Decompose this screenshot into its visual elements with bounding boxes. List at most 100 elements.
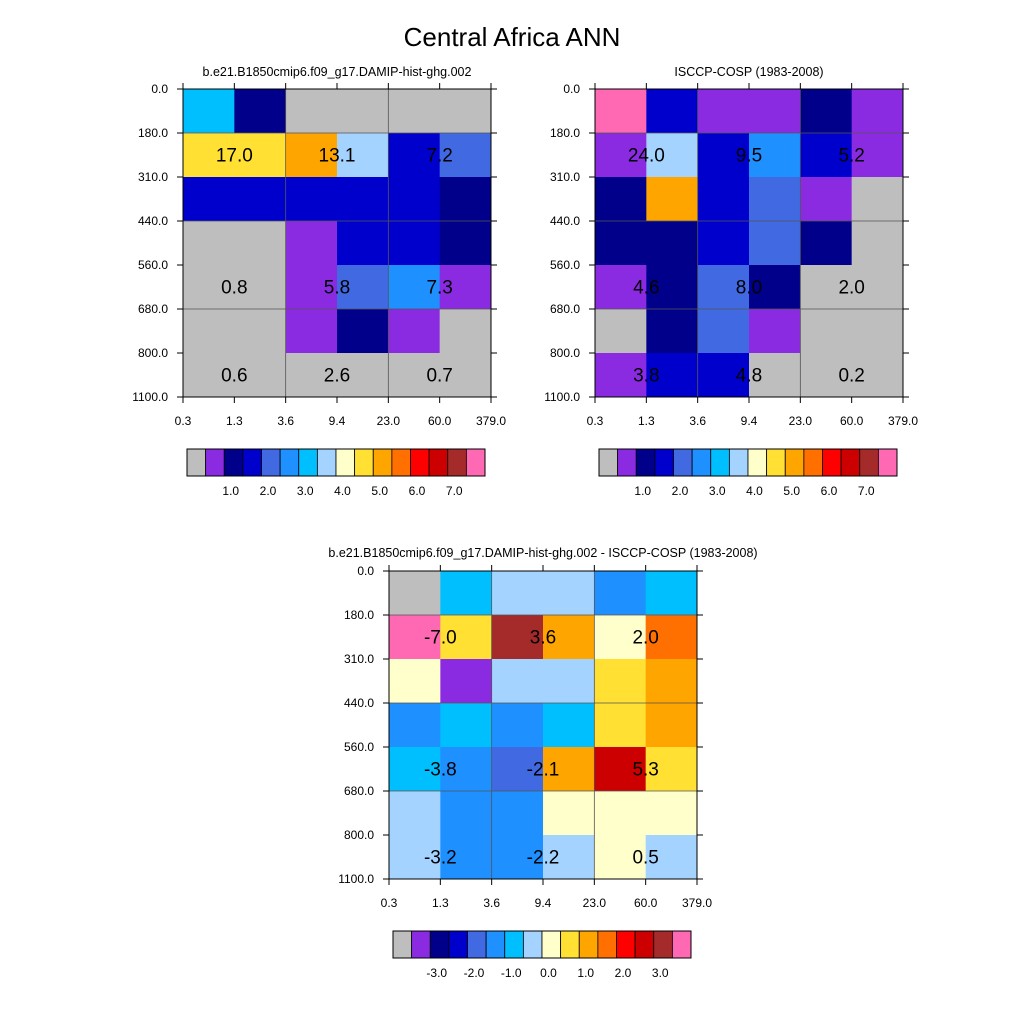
- heatmap-cell: [389, 659, 441, 704]
- colorbar-swatch: [447, 448, 467, 477]
- colorbar-swatch: [840, 448, 861, 477]
- heatmap-cell: [440, 791, 493, 836]
- heatmap-cell: [337, 353, 389, 398]
- heatmap-cell: [389, 835, 441, 880]
- heatmap-cell: [697, 265, 750, 310]
- cell-value-label: 3.8: [633, 366, 659, 387]
- cell-value-label: 2.0: [632, 628, 658, 649]
- colorbar-swatch: [673, 448, 693, 477]
- colorbar-swatch: [467, 930, 487, 959]
- colorbar-label: 1.0: [577, 966, 594, 980]
- y-tick-label: 440.0: [550, 214, 580, 228]
- y-tick-label: 440.0: [138, 214, 168, 228]
- heatmap-cell: [234, 353, 287, 398]
- cell-value-label: -3.2: [424, 848, 457, 869]
- heatmap-panel-3: b.e21.B1850cmip6.f09_g17.DAMIP-hist-ghg.…: [328, 546, 757, 980]
- heatmap-cell: [645, 571, 698, 616]
- heatmap-cell: [337, 221, 389, 266]
- heatmap-cell: [594, 747, 647, 792]
- heatmap-cell: [749, 177, 801, 222]
- heatmap-cell: [439, 265, 492, 310]
- colorbar-label: 7.0: [858, 484, 875, 498]
- colorbar-swatch: [877, 448, 898, 477]
- cell-value-label: -7.0: [424, 628, 457, 649]
- heatmap-cell: [234, 221, 287, 266]
- heatmap-cell: [800, 177, 853, 222]
- y-tick-label: 680.0: [138, 302, 168, 316]
- heatmap-cell: [183, 265, 235, 310]
- colorbar-swatch: [335, 448, 356, 477]
- x-tick-label: 23.0: [583, 896, 607, 910]
- heatmap-cell: [183, 177, 235, 222]
- cell-value-label: 24.0: [628, 146, 665, 167]
- colorbar-frame: [186, 448, 486, 477]
- heatmap-cell: [749, 265, 801, 310]
- heatmap-cell: [749, 221, 801, 266]
- heatmap-cell: [697, 309, 750, 354]
- colorbar-label: -2.0: [464, 966, 485, 980]
- x-tick-label: 3.6: [277, 414, 294, 428]
- heatmap-cell: [389, 615, 441, 660]
- heatmap-cell: [851, 265, 904, 310]
- heatmap-cell: [646, 133, 699, 178]
- cell-value-label: 2.0: [838, 278, 864, 299]
- colorbar-swatch: [372, 448, 393, 477]
- heatmap-cell: [749, 89, 801, 134]
- cell-value-label: 13.1: [319, 146, 356, 167]
- heatmap-cell: [543, 571, 595, 616]
- heatmap-cell: [594, 703, 647, 748]
- heatmap-cell: [697, 221, 750, 266]
- colorbar-swatch: [429, 930, 450, 959]
- heatmap-cell: [697, 353, 750, 398]
- y-tick-label: 180.0: [550, 126, 580, 140]
- heatmap-cell: [594, 659, 647, 704]
- heatmap-cell: [491, 747, 544, 792]
- heatmap-cell: [183, 89, 235, 134]
- y-tick-label: 180.0: [138, 126, 168, 140]
- cell-value-label: 5.2: [838, 146, 864, 167]
- heatmap-cell: [595, 133, 647, 178]
- heatmap-cell: [388, 309, 441, 354]
- x-tick-label: 379.0: [888, 414, 918, 428]
- heatmap-cell: [389, 791, 441, 836]
- heatmap-cell: [234, 89, 287, 134]
- cell-value-label: 0.7: [426, 366, 452, 387]
- colorbar-swatch: [859, 448, 879, 477]
- colorbar-swatch: [578, 930, 599, 959]
- colorbar-swatch: [710, 448, 730, 477]
- colorbar-swatch: [448, 930, 468, 959]
- colorbar-swatch: [410, 448, 430, 477]
- colorbar-label: 6.0: [821, 484, 838, 498]
- y-tick-label: 1100.0: [132, 390, 168, 404]
- colorbar-swatch: [784, 448, 805, 477]
- cell-value-label: 0.8: [221, 278, 247, 299]
- colorbar-swatch: [279, 448, 300, 477]
- x-tick-label: 379.0: [682, 896, 712, 910]
- heatmap-cell: [851, 89, 904, 134]
- x-tick-label: 23.0: [377, 414, 401, 428]
- heatmap-cell: [595, 265, 647, 310]
- y-tick-label: 800.0: [344, 828, 374, 842]
- heatmap-cell: [440, 835, 493, 880]
- heatmap-cell: [645, 835, 698, 880]
- colorbar-swatch: [205, 448, 225, 477]
- x-tick-label: 9.4: [535, 896, 552, 910]
- x-tick-label: 1.3: [432, 896, 449, 910]
- colorbar-swatch: [186, 448, 207, 477]
- x-tick-label: 60.0: [428, 414, 452, 428]
- cell-value-label: 17.0: [216, 146, 253, 167]
- colorbar-swatch: [242, 448, 262, 477]
- colorbar-label: 7.0: [446, 484, 463, 498]
- cell-value-label: 5.8: [324, 278, 350, 299]
- heatmap-cell: [595, 309, 647, 354]
- colorbar-swatch: [428, 448, 449, 477]
- cell-value-label: 8.0: [736, 278, 762, 299]
- x-tick-label: 3.6: [689, 414, 706, 428]
- heatmap-cell: [594, 571, 647, 616]
- colorbar-swatch: [671, 930, 692, 959]
- y-tick-label: 1100.0: [338, 872, 374, 886]
- heatmap-panel-1: b.e21.B1850cmip6.f09_g17.DAMIP-hist-ghg.…: [132, 65, 506, 498]
- x-tick-label: 3.6: [483, 896, 500, 910]
- heatmap-cell: [491, 615, 544, 660]
